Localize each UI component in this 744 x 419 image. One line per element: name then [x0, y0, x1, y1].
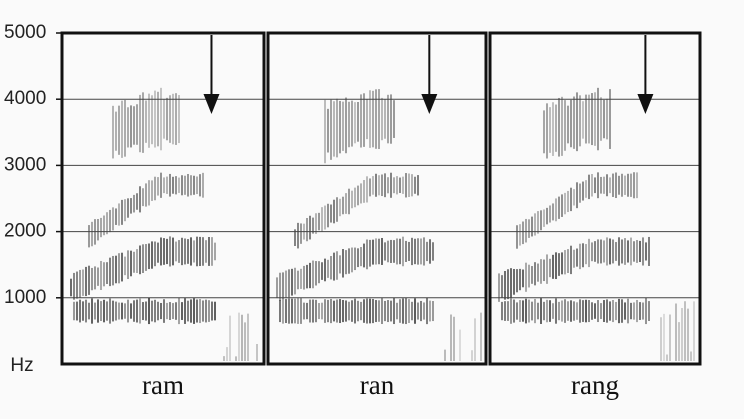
spectrogram-panel: rang: [488, 31, 702, 400]
spectrogram-panel: ran: [266, 31, 488, 400]
y-axis-label: Hz: [10, 355, 33, 376]
arrow-head: [637, 94, 654, 114]
arrow-head: [203, 94, 220, 114]
y-tick-label: 2000: [4, 221, 46, 242]
panel-frame: [266, 31, 488, 366]
panel-label: ram: [142, 370, 184, 400]
y-tick-label: 5000: [4, 22, 46, 43]
y-tick-label: 3000: [4, 154, 46, 175]
y-tick-label: 1000: [4, 287, 46, 308]
plot: ram ran rang 1000 2000 3000 4000 5000: [4, 22, 702, 400]
panel-frame: [60, 31, 266, 366]
panel-label: rang: [571, 370, 619, 400]
panel-label: ran: [360, 370, 395, 400]
panel-frame: [488, 31, 702, 366]
spectrogram-panel: ram: [60, 31, 266, 400]
arrow-head: [421, 94, 438, 114]
y-tick-label: 4000: [4, 88, 46, 109]
